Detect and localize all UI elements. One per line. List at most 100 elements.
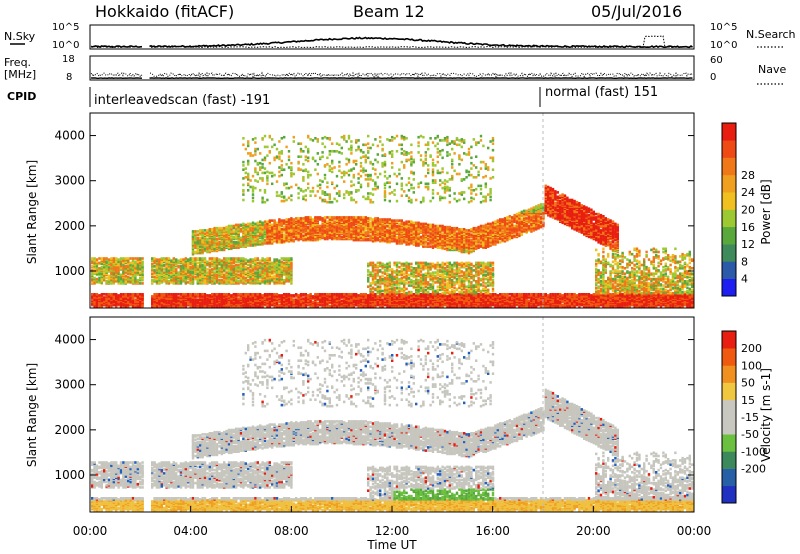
power-cell: [172, 304, 175, 308]
power-cell: [179, 280, 183, 283]
power-cell: [201, 263, 204, 267]
power-cell: [335, 216, 339, 219]
power-cell: [105, 280, 108, 283]
power-cell: [182, 258, 185, 261]
power-cell: [335, 150, 339, 153]
power-cell: [302, 293, 305, 296]
power-cell: [117, 275, 120, 279]
power-cell: [91, 298, 94, 301]
power-cell: [357, 216, 360, 219]
power-cell: [388, 199, 391, 203]
power-cell: [223, 281, 226, 284]
power-cell: [283, 219, 286, 222]
power-cell: [292, 218, 295, 221]
power-cell: [374, 187, 377, 191]
power-cell: [359, 165, 363, 168]
power-cell: [151, 272, 154, 275]
power-cell: [194, 299, 197, 303]
power-cell: [247, 267, 250, 270]
power-cell: [323, 293, 327, 296]
power-cell: [280, 294, 283, 297]
power-cell: [110, 257, 113, 260]
power-cell: [203, 232, 207, 235]
power-cell: [335, 192, 339, 195]
power-cell: [218, 258, 221, 261]
power-cell: [386, 229, 389, 232]
power-cell: [381, 271, 384, 274]
power-cell: [115, 293, 118, 296]
power-cell: [254, 141, 257, 144]
power-cell: [367, 182, 370, 186]
power-cell: [343, 216, 346, 219]
power-cell: [208, 275, 211, 279]
power-cell: [165, 276, 168, 280]
power-cell: [364, 173, 367, 177]
power-cell: [369, 217, 372, 220]
power-cell: [167, 301, 171, 305]
power-cell: [218, 226, 221, 230]
power-cell: [242, 164, 245, 167]
power-cell: [247, 293, 250, 296]
power-cell: [194, 230, 197, 233]
power-cell: [141, 257, 144, 260]
power-cell: [376, 160, 379, 164]
power-cell: [151, 295, 154, 298]
power-cell: [189, 270, 192, 273]
power-cell: [201, 229, 204, 232]
power-cell: [316, 184, 319, 188]
power-cell: [321, 142, 324, 145]
power-cell: [136, 260, 139, 264]
power-cell: [155, 293, 159, 296]
power-cell: [244, 176, 247, 179]
power-cell: [302, 297, 305, 300]
power-cell: [371, 286, 375, 290]
nave-tick-top: 60: [710, 55, 723, 66]
power-cell: [213, 282, 216, 285]
power-cell: [364, 178, 367, 181]
power-cell: [359, 156, 363, 160]
power-cell: [220, 226, 223, 230]
power-cell: [376, 295, 379, 298]
power-cell: [91, 293, 94, 296]
power-cell: [249, 258, 252, 261]
power-cell: [95, 264, 99, 268]
power-cell: [230, 294, 233, 297]
power-cell: [247, 159, 250, 163]
power-cell: [151, 262, 154, 266]
power-cell: [304, 194, 307, 197]
power-cell: [112, 293, 115, 296]
power-cell: [357, 139, 360, 142]
power-cell: [129, 276, 132, 280]
power-cell: [141, 282, 144, 285]
power-cell: [314, 293, 317, 296]
power-cell: [239, 228, 243, 231]
power-cell: [273, 274, 276, 278]
power-cell: [350, 293, 353, 296]
power-cell: [251, 258, 255, 261]
power-cell: [357, 145, 360, 149]
power-cell: [379, 269, 382, 272]
power-cell: [179, 303, 183, 307]
power-cell: [259, 189, 262, 192]
power-cell: [326, 193, 329, 196]
power-cell: [381, 218, 384, 221]
power-cell: [376, 185, 379, 189]
power-cell: [321, 293, 324, 296]
power-cell: [187, 293, 190, 296]
power-cell: [283, 135, 286, 139]
power-cell: [122, 268, 125, 271]
power-cell: [141, 260, 144, 264]
power-cell: [122, 257, 125, 260]
power-cell: [175, 273, 178, 277]
power-cell: [172, 271, 175, 274]
power-cell: [297, 160, 300, 164]
power-cell: [259, 259, 262, 262]
power-cell: [136, 263, 139, 267]
power-cell: [266, 198, 269, 202]
power-cell: [182, 277, 185, 281]
power-cell: [194, 275, 197, 279]
power-cell: [165, 270, 168, 273]
power-cell: [98, 281, 101, 284]
power-cell: [355, 163, 358, 166]
power-cell: [232, 293, 235, 296]
